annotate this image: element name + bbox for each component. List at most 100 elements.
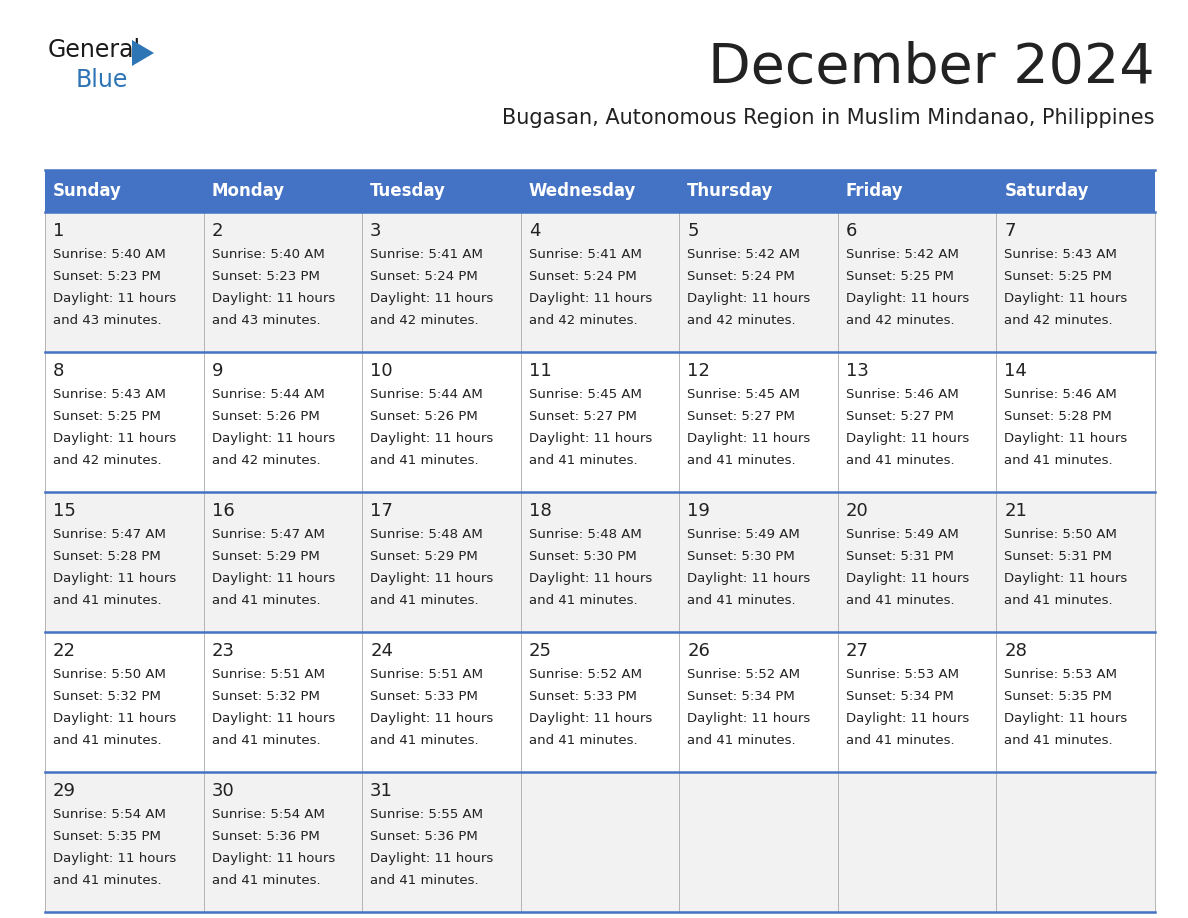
Text: Sunrise: 5:54 AM: Sunrise: 5:54 AM bbox=[53, 808, 166, 821]
Bar bbox=[203, 772, 362, 912]
Text: Sunset: 5:33 PM: Sunset: 5:33 PM bbox=[529, 690, 637, 703]
Text: 17: 17 bbox=[371, 502, 393, 520]
Bar bbox=[362, 212, 520, 352]
Text: and 41 minutes.: and 41 minutes. bbox=[688, 594, 796, 607]
Text: Sunset: 5:36 PM: Sunset: 5:36 PM bbox=[371, 830, 478, 843]
Text: Sunset: 5:25 PM: Sunset: 5:25 PM bbox=[846, 270, 954, 283]
Text: Sunset: 5:32 PM: Sunset: 5:32 PM bbox=[53, 690, 160, 703]
Text: Sunset: 5:23 PM: Sunset: 5:23 PM bbox=[211, 270, 320, 283]
Bar bbox=[520, 772, 680, 912]
Text: and 41 minutes.: and 41 minutes. bbox=[53, 594, 162, 607]
Text: 14: 14 bbox=[1004, 362, 1028, 380]
Text: Sunset: 5:26 PM: Sunset: 5:26 PM bbox=[211, 410, 320, 423]
Text: Daylight: 11 hours: Daylight: 11 hours bbox=[53, 712, 176, 725]
Text: and 42 minutes.: and 42 minutes. bbox=[688, 314, 796, 327]
Text: and 41 minutes.: and 41 minutes. bbox=[1004, 594, 1113, 607]
Text: Daylight: 11 hours: Daylight: 11 hours bbox=[1004, 292, 1127, 305]
Text: 19: 19 bbox=[688, 502, 710, 520]
Bar bbox=[362, 170, 520, 212]
Text: Daylight: 11 hours: Daylight: 11 hours bbox=[529, 572, 652, 585]
Bar bbox=[45, 632, 203, 772]
Bar bbox=[45, 772, 203, 912]
Text: 18: 18 bbox=[529, 502, 551, 520]
Text: Daylight: 11 hours: Daylight: 11 hours bbox=[688, 572, 810, 585]
Bar bbox=[203, 352, 362, 492]
Text: 5: 5 bbox=[688, 222, 699, 240]
Text: Sunset: 5:24 PM: Sunset: 5:24 PM bbox=[371, 270, 478, 283]
Text: 3: 3 bbox=[371, 222, 381, 240]
Bar bbox=[997, 492, 1155, 632]
Text: Sunset: 5:27 PM: Sunset: 5:27 PM bbox=[846, 410, 954, 423]
Text: Sunrise: 5:43 AM: Sunrise: 5:43 AM bbox=[53, 388, 166, 401]
Text: and 41 minutes.: and 41 minutes. bbox=[529, 454, 637, 467]
Text: Daylight: 11 hours: Daylight: 11 hours bbox=[688, 432, 810, 445]
Text: Sunset: 5:31 PM: Sunset: 5:31 PM bbox=[1004, 550, 1112, 563]
Text: Sunset: 5:33 PM: Sunset: 5:33 PM bbox=[371, 690, 478, 703]
Bar bbox=[203, 170, 362, 212]
Text: Sunrise: 5:46 AM: Sunrise: 5:46 AM bbox=[846, 388, 959, 401]
Bar bbox=[997, 352, 1155, 492]
Text: and 41 minutes.: and 41 minutes. bbox=[211, 734, 321, 747]
Bar bbox=[838, 632, 997, 772]
Text: Blue: Blue bbox=[76, 68, 128, 92]
Bar bbox=[45, 492, 203, 632]
Text: Sunset: 5:24 PM: Sunset: 5:24 PM bbox=[529, 270, 637, 283]
Text: and 41 minutes.: and 41 minutes. bbox=[211, 874, 321, 887]
Text: 23: 23 bbox=[211, 642, 234, 660]
Text: Daylight: 11 hours: Daylight: 11 hours bbox=[1004, 712, 1127, 725]
Text: Daylight: 11 hours: Daylight: 11 hours bbox=[529, 292, 652, 305]
Text: Monday: Monday bbox=[211, 182, 285, 200]
Text: Sunset: 5:29 PM: Sunset: 5:29 PM bbox=[211, 550, 320, 563]
Text: Sunrise: 5:40 AM: Sunrise: 5:40 AM bbox=[211, 248, 324, 261]
Text: 20: 20 bbox=[846, 502, 868, 520]
Text: Sunset: 5:27 PM: Sunset: 5:27 PM bbox=[529, 410, 637, 423]
Text: Sunrise: 5:41 AM: Sunrise: 5:41 AM bbox=[529, 248, 642, 261]
Text: 11: 11 bbox=[529, 362, 551, 380]
Bar bbox=[838, 492, 997, 632]
Bar bbox=[997, 170, 1155, 212]
Text: Sunrise: 5:41 AM: Sunrise: 5:41 AM bbox=[371, 248, 484, 261]
Bar bbox=[680, 352, 838, 492]
Bar bbox=[680, 772, 838, 912]
Text: and 41 minutes.: and 41 minutes. bbox=[53, 734, 162, 747]
Bar bbox=[680, 212, 838, 352]
Bar bbox=[520, 212, 680, 352]
Text: Sunset: 5:34 PM: Sunset: 5:34 PM bbox=[846, 690, 954, 703]
Text: Sunrise: 5:50 AM: Sunrise: 5:50 AM bbox=[53, 668, 166, 681]
Text: Tuesday: Tuesday bbox=[371, 182, 446, 200]
Text: and 41 minutes.: and 41 minutes. bbox=[371, 734, 479, 747]
Text: 16: 16 bbox=[211, 502, 234, 520]
Bar bbox=[838, 772, 997, 912]
Text: 2: 2 bbox=[211, 222, 223, 240]
Text: Sunrise: 5:53 AM: Sunrise: 5:53 AM bbox=[1004, 668, 1118, 681]
Text: 30: 30 bbox=[211, 782, 234, 800]
Text: Sunset: 5:32 PM: Sunset: 5:32 PM bbox=[211, 690, 320, 703]
Polygon shape bbox=[132, 40, 154, 66]
Bar bbox=[520, 632, 680, 772]
Text: and 41 minutes.: and 41 minutes. bbox=[688, 454, 796, 467]
Text: and 41 minutes.: and 41 minutes. bbox=[371, 594, 479, 607]
Bar bbox=[203, 212, 362, 352]
Text: and 42 minutes.: and 42 minutes. bbox=[53, 454, 162, 467]
Text: Sunrise: 5:49 AM: Sunrise: 5:49 AM bbox=[846, 528, 959, 541]
Text: Daylight: 11 hours: Daylight: 11 hours bbox=[688, 712, 810, 725]
Text: 22: 22 bbox=[53, 642, 76, 660]
Bar bbox=[203, 632, 362, 772]
Text: Daylight: 11 hours: Daylight: 11 hours bbox=[53, 432, 176, 445]
Text: 27: 27 bbox=[846, 642, 868, 660]
Text: 24: 24 bbox=[371, 642, 393, 660]
Text: Sunrise: 5:47 AM: Sunrise: 5:47 AM bbox=[211, 528, 324, 541]
Bar bbox=[838, 170, 997, 212]
Text: 26: 26 bbox=[688, 642, 710, 660]
Text: Sunset: 5:36 PM: Sunset: 5:36 PM bbox=[211, 830, 320, 843]
Text: Sunset: 5:29 PM: Sunset: 5:29 PM bbox=[371, 550, 478, 563]
Text: Daylight: 11 hours: Daylight: 11 hours bbox=[371, 852, 493, 865]
Text: Daylight: 11 hours: Daylight: 11 hours bbox=[1004, 572, 1127, 585]
Text: 7: 7 bbox=[1004, 222, 1016, 240]
Text: and 41 minutes.: and 41 minutes. bbox=[1004, 734, 1113, 747]
Text: 12: 12 bbox=[688, 362, 710, 380]
Text: Sunrise: 5:51 AM: Sunrise: 5:51 AM bbox=[211, 668, 324, 681]
Bar bbox=[362, 492, 520, 632]
Text: Sunset: 5:31 PM: Sunset: 5:31 PM bbox=[846, 550, 954, 563]
Text: Daylight: 11 hours: Daylight: 11 hours bbox=[846, 712, 969, 725]
